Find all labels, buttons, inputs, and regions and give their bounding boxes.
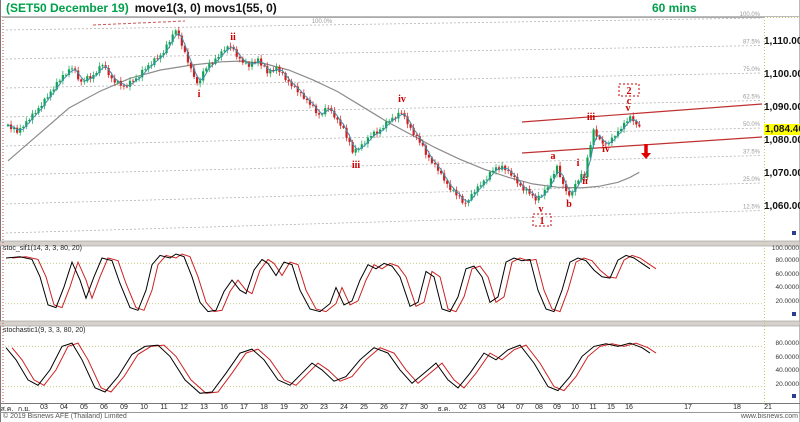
fan-line-label: 100.0% (740, 12, 761, 18)
wave-number-box: 2 (627, 86, 632, 97)
x-axis-tick: 16 (625, 404, 633, 411)
axis-value-label: 1,070.00 (764, 168, 800, 179)
wave-number-box: 1 (540, 216, 545, 227)
fan-line-label: 87.5% (743, 40, 761, 46)
x-axis-tick: 03 (478, 404, 486, 411)
x-axis-tick: 13 (200, 404, 208, 411)
x-axis-tick: 10 (571, 404, 579, 411)
x-axis-tick: 10 (140, 404, 148, 411)
time-axis: ส.ค. ก.ย. 03 04 05 06 09 10 11 12 13 16 17 18 19 20 23 24… (0, 404, 800, 413)
axis-value-label: 1,080.00 (764, 135, 800, 146)
x-axis-tick: 26 (380, 404, 388, 411)
sell-arrow-icon (641, 153, 651, 159)
fan-line-label: 37.5% (743, 150, 761, 156)
wave-label: i (198, 89, 201, 100)
website-text: www.bisnews.com (740, 413, 798, 420)
axis-value-label: 20.0000 (775, 298, 800, 305)
fan-line-label: 12.5% (743, 205, 761, 211)
x-axis-tick: 11 (160, 404, 168, 411)
symbol-title: (SET50 December 19) (6, 1, 129, 15)
fan-line-label: 50.0% (743, 122, 761, 128)
x-axis-tick: 03 (40, 404, 48, 411)
x-axis-tick: ก.ย. (17, 406, 31, 413)
axis-value-label: 80.0000 (775, 257, 800, 264)
x-axis-tick: 15 (607, 404, 615, 411)
fan-line-label: 62.5% (743, 95, 761, 101)
wave-label: iv (602, 144, 610, 155)
x-axis-tick: 04 (497, 404, 505, 411)
axis-value-label: 1,090.00 (764, 102, 800, 113)
wave-label: v (626, 103, 631, 114)
axis-value-label: 60.0000 (775, 354, 800, 361)
fan-line-label: 75.0% (743, 67, 761, 73)
x-axis-tick: 17 (240, 404, 248, 411)
x-axis-tick: 27 (400, 404, 408, 411)
x-axis-tick: 30 (420, 404, 428, 411)
axis-value-label: 1,060.00 (764, 201, 800, 212)
x-axis-tick: 06 (100, 404, 108, 411)
axis-value-label: 100.0000 (771, 245, 799, 252)
x-axis-tick: 18 (260, 404, 268, 411)
axis-value-label: 1,100.00 (764, 69, 800, 80)
wave-label: v (539, 204, 544, 215)
wave-label: b (566, 199, 572, 210)
axis-value-label: 1,110.00 (764, 36, 800, 47)
wave-label: ii (582, 176, 588, 187)
axis-value-label: 80.0000 (775, 340, 800, 347)
x-axis-tick: 25 (360, 404, 368, 411)
studies-title: move1(3, 0) movs1(55, 0) (134, 1, 277, 15)
panel2-study-label: stochastic1(9, 3, 3, 80, 20) (3, 327, 86, 334)
x-axis-tick: ธ.ค. (437, 406, 451, 413)
x-axis-tick: 09 (120, 404, 128, 411)
panel1-study-label: stoc_sif1(14, 3, 3, 80, 20) (3, 245, 82, 252)
axis-value-label: 60.0000 (775, 271, 800, 278)
x-axis-tick: 04 (60, 404, 68, 411)
current-price-label: 1,084.40 (764, 124, 800, 135)
x-axis-tick: 23 (320, 404, 328, 411)
x-axis-tick: ส.ค. (0, 406, 14, 413)
timeframe-label: 60 mins (652, 1, 697, 15)
wave-label: a (551, 151, 556, 162)
fan-line-label: 25.0% (743, 177, 761, 183)
axis-value-label: 20.0000 (775, 381, 800, 388)
axis-value-label: 40.0000 (775, 284, 800, 291)
x-axis-tick: 12 (180, 404, 188, 411)
wave-label: iii (352, 160, 361, 171)
x-axis-tick: 17 (684, 404, 692, 411)
x-axis-tick: 19 (280, 404, 288, 411)
chart-header: (SET50 December 19) move1(3, 0) movs1(55,… (6, 1, 277, 16)
axis-value-label: 40.0000 (775, 367, 800, 374)
x-axis-tick: 16 (220, 404, 228, 411)
wave-label: iii (587, 112, 596, 123)
x-axis-tick: 09 (553, 404, 561, 411)
wave-label: iv (398, 94, 406, 105)
x-axis-tick: 05 (80, 404, 88, 411)
wave-label: c (627, 96, 632, 107)
x-axis-tick: 02 (459, 404, 467, 411)
x-axis-tick: 24 (340, 404, 348, 411)
x-axis-tick: 08 (535, 404, 543, 411)
x-axis-tick: 21 (764, 404, 772, 411)
x-axis-tick: 11 (589, 404, 597, 411)
x-axis-tick: 18 (733, 404, 741, 411)
x-axis-tick: 07 (516, 404, 524, 411)
fan-line-label: 100.0% (312, 19, 333, 25)
copyright-text: © 2019 Bisnews AFE (Thailand) Limited (3, 413, 127, 420)
wave-label: i (577, 158, 580, 169)
wave-label: ii (230, 32, 236, 43)
x-axis-tick: 20 (300, 404, 308, 411)
